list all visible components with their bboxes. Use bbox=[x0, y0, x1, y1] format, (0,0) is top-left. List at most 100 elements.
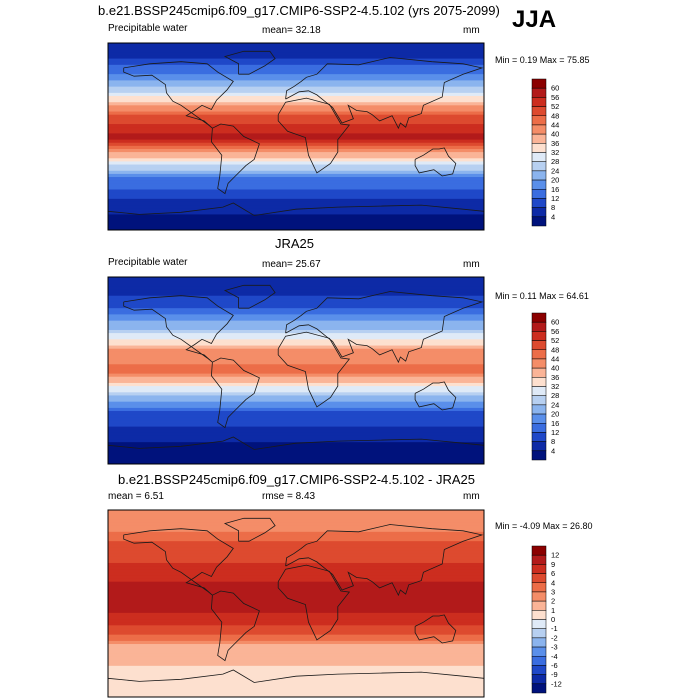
panel-3-colorbar-label: 9 bbox=[551, 560, 555, 569]
panel-2-coastline bbox=[223, 284, 276, 309]
panel-2-colorbar-box bbox=[531, 312, 547, 323]
panel-1-field-band bbox=[108, 189, 484, 194]
panel-3-field-band bbox=[108, 622, 484, 626]
panel-3-field-band bbox=[108, 556, 484, 561]
panel-2-field-band bbox=[108, 336, 484, 340]
panel-3-field-band bbox=[108, 534, 484, 539]
panel-3-field-band bbox=[108, 668, 484, 673]
panel-3-field-band bbox=[108, 584, 484, 589]
panel-3-field-band bbox=[108, 662, 484, 667]
panel-2-field-band bbox=[108, 370, 484, 375]
panel-1-field-band bbox=[108, 124, 484, 128]
panel-2-field-band bbox=[108, 448, 484, 453]
panel-2-field-band bbox=[108, 451, 484, 456]
panel-1-field-band bbox=[108, 192, 484, 197]
panel-2-colorbar-box bbox=[531, 377, 547, 387]
panel-1-field-band bbox=[108, 55, 484, 60]
panel-1-colorbar-box bbox=[531, 170, 547, 181]
panel-2-field-band bbox=[108, 320, 484, 325]
panel-2-field-band bbox=[108, 376, 484, 381]
panel-2-colorbar-box bbox=[531, 340, 547, 350]
panel-3-field-band bbox=[108, 665, 484, 670]
panel-3-field-band bbox=[108, 600, 484, 605]
panel-3-field-band bbox=[108, 637, 484, 642]
panel-1-field-band bbox=[108, 89, 484, 94]
panel-2-colorbar-label: 8 bbox=[551, 437, 555, 446]
panel-3-coastline bbox=[123, 528, 234, 596]
panel-1-colorbar-box bbox=[531, 152, 547, 162]
panel-2-field-band bbox=[108, 348, 484, 353]
panel-3-field-band bbox=[108, 690, 484, 695]
panel-1-colorbar-label: 12 bbox=[551, 194, 559, 203]
panel-2-field-band bbox=[108, 342, 484, 347]
panel-1-colorbar-box bbox=[531, 207, 547, 218]
panel-3-colorbar-box bbox=[531, 610, 547, 620]
panel-2-field-band bbox=[108, 295, 484, 300]
panel-2-colorbar-label: 24 bbox=[551, 400, 559, 409]
panel-3-field-band bbox=[108, 684, 484, 689]
panel-2-colorbar-label: 12 bbox=[551, 428, 559, 437]
panel-2-units-label: mm bbox=[463, 259, 480, 270]
panel-1-field-band bbox=[108, 67, 484, 72]
panel-1-field bbox=[108, 43, 484, 230]
panel-3-field-band bbox=[108, 693, 484, 697]
panel-1-field-band bbox=[108, 136, 484, 141]
panel-3-colorbar-box bbox=[531, 573, 547, 583]
panel-2-colorbar-box bbox=[531, 386, 547, 396]
panel-3-field-band bbox=[108, 628, 484, 633]
panel-3-colorbar-label: -6 bbox=[551, 661, 558, 670]
panel-2-field-band bbox=[108, 292, 484, 297]
panel-3-field-band bbox=[108, 647, 484, 651]
panel-2-coastline bbox=[277, 331, 351, 408]
panel-1-field-band bbox=[108, 183, 484, 187]
panel-3-field-band bbox=[108, 659, 484, 664]
panel-2-field bbox=[108, 277, 484, 464]
panel-3-mean-label: mean = 6.51 bbox=[108, 491, 164, 502]
panel-3-field-band bbox=[108, 569, 484, 573]
panel-3-field-band bbox=[108, 519, 484, 524]
panel-1-coastline bbox=[108, 202, 484, 216]
panel-2-coastline bbox=[414, 381, 457, 411]
panel-2-field-band bbox=[108, 339, 484, 344]
panel-2-field-band bbox=[108, 361, 484, 365]
panel-3-field bbox=[108, 510, 484, 697]
panel-2-field-band bbox=[108, 423, 484, 428]
panel-1-coastline bbox=[414, 147, 457, 177]
panel-1-colorbar-box bbox=[531, 97, 547, 107]
panel-1-field-band bbox=[108, 86, 484, 91]
panel-2-colorbar-label: 28 bbox=[551, 391, 559, 400]
panel-1-field-band bbox=[108, 155, 484, 159]
panel-2-colorbar-label: 40 bbox=[551, 364, 559, 373]
panel-2-field-band bbox=[108, 323, 484, 328]
panel-1-colorbar-label: 8 bbox=[551, 203, 555, 212]
panel-2-colorbar-label: 60 bbox=[551, 318, 559, 327]
panel-1-colorbar-box bbox=[531, 115, 547, 126]
panel-1-field-band bbox=[108, 161, 484, 166]
panel-3-colorbar-box bbox=[531, 619, 547, 629]
panel-1-field-band bbox=[108, 64, 484, 69]
panel-3-colorbar-label: -9 bbox=[551, 670, 558, 679]
panel-1-colorbar-label: 48 bbox=[551, 111, 559, 120]
panel-1-field-band bbox=[108, 211, 484, 216]
panel-2-field-band bbox=[108, 445, 484, 450]
panel-3-coastline bbox=[108, 669, 484, 683]
panel-2-colorbar-label: 52 bbox=[551, 336, 559, 345]
panel-2-mean-label: mean= 25.67 bbox=[262, 259, 321, 270]
panel-1-colorbar-label: 60 bbox=[551, 84, 559, 93]
panel-3-field-band bbox=[108, 640, 484, 645]
panel-1-field-band bbox=[108, 223, 484, 228]
panel-1-colorbar-box bbox=[531, 189, 547, 199]
panel-1-field-band bbox=[108, 58, 484, 63]
panel-3-field-band bbox=[108, 681, 484, 686]
panel-1-colorbar-box bbox=[531, 198, 547, 208]
panel-3-colorbar-label: -3 bbox=[551, 643, 558, 652]
panel-3-colorbar-box bbox=[531, 591, 547, 602]
panel-2-colorbar-box bbox=[531, 450, 547, 461]
panel-3-field-band bbox=[108, 587, 484, 592]
panel-1-colorbar-box bbox=[531, 179, 547, 190]
panel-1-field-band bbox=[108, 46, 484, 50]
panel-1-coastline bbox=[285, 57, 484, 130]
panel-3-field-band bbox=[108, 575, 484, 580]
panel-3-colorbar-label: 3 bbox=[551, 587, 555, 596]
